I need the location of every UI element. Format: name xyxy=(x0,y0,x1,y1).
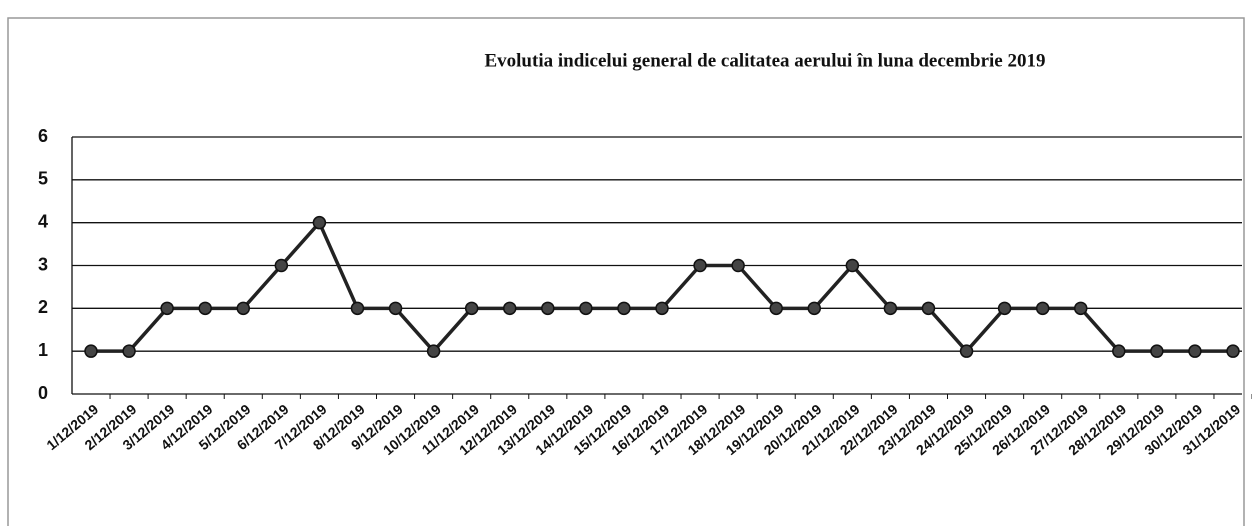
data-point xyxy=(883,301,898,316)
y-tick-label: 6 xyxy=(38,126,48,146)
data-point xyxy=(84,344,98,358)
data-point xyxy=(1112,344,1126,358)
data-point xyxy=(617,301,631,316)
data-point xyxy=(426,344,441,358)
data-point xyxy=(122,344,136,358)
data-point xyxy=(350,301,365,316)
data-point xyxy=(579,301,593,316)
data-point xyxy=(502,301,517,316)
chart-frame xyxy=(7,17,1245,526)
data-point xyxy=(1035,301,1050,316)
data-point xyxy=(769,301,783,316)
data-point xyxy=(464,301,479,316)
data-point xyxy=(921,301,936,316)
y-tick-label: 0 xyxy=(38,383,48,403)
data-point xyxy=(731,258,745,273)
data-point xyxy=(845,258,860,273)
data-point xyxy=(997,301,1012,316)
data-point xyxy=(198,301,212,316)
data-point xyxy=(1150,344,1164,358)
data-point xyxy=(236,301,251,316)
data-point xyxy=(655,301,669,316)
data-point xyxy=(1073,301,1088,316)
y-tick-label: 3 xyxy=(38,254,48,274)
y-tick-label: 5 xyxy=(38,169,48,189)
data-point xyxy=(1188,344,1202,358)
data-point xyxy=(312,215,327,230)
data-point xyxy=(1226,344,1240,358)
y-tick-label: 1 xyxy=(38,340,48,360)
data-point xyxy=(388,301,403,316)
y-tick-label: 2 xyxy=(38,297,48,317)
series-line xyxy=(91,220,1233,353)
data-point xyxy=(959,344,974,358)
data-point xyxy=(541,301,555,316)
chart-title: Evolutia indicelui general de calitatea … xyxy=(484,50,1045,71)
data-point xyxy=(807,301,822,316)
data-point xyxy=(693,258,707,273)
y-tick-label: 4 xyxy=(38,211,48,231)
data-point xyxy=(160,301,174,316)
data-point xyxy=(274,258,289,273)
